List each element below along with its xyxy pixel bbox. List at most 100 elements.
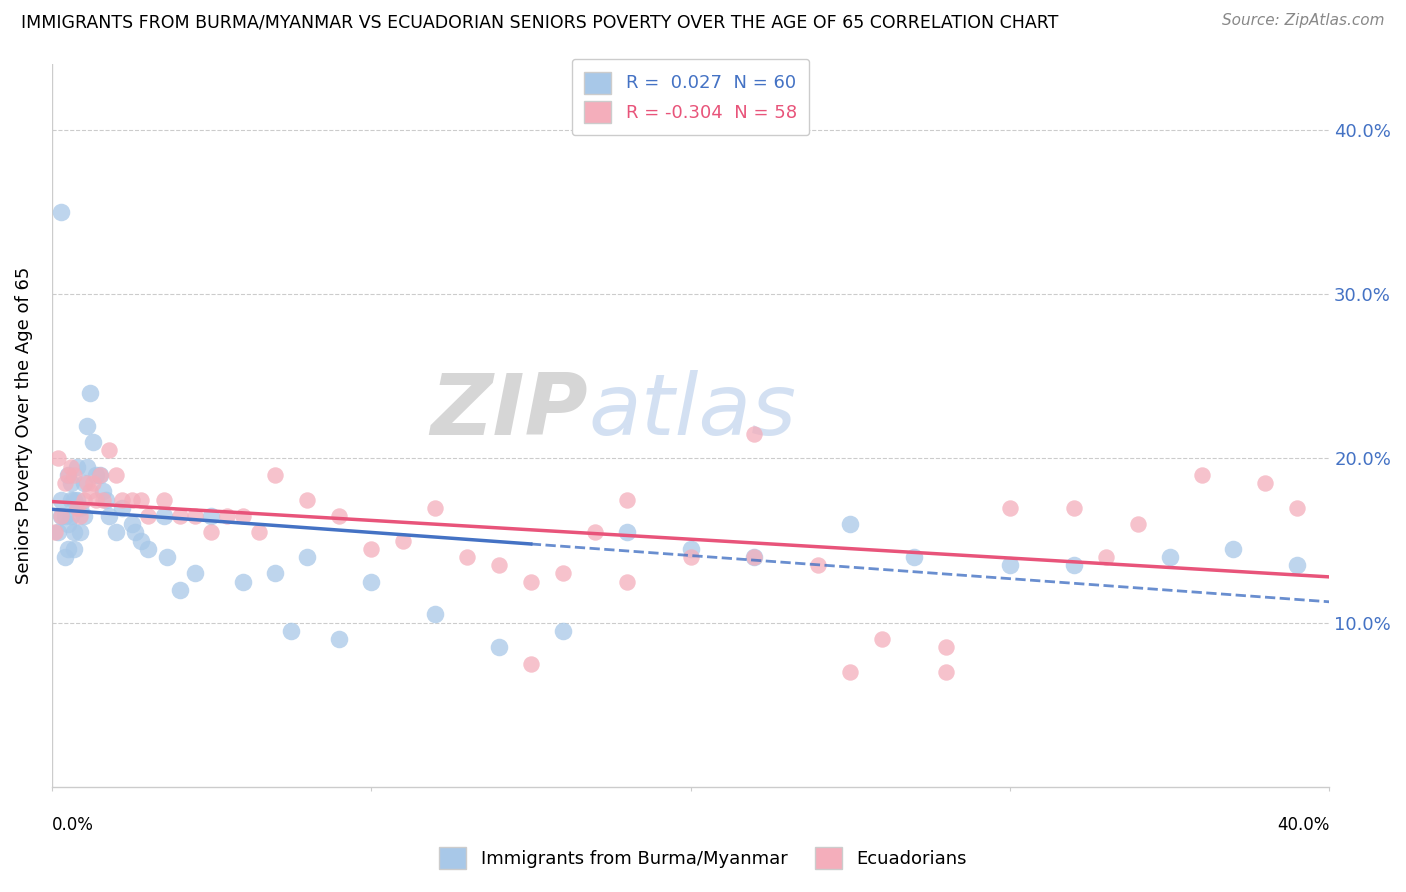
Point [616,492,638,507]
Point [551,566,574,581]
Point [903,549,925,564]
Point [807,558,830,573]
Point [79,385,101,400]
Point [104,525,127,540]
Point [63,525,86,540]
Point [51,492,73,507]
Point [51,508,73,523]
Point [232,508,254,523]
Point [839,665,862,679]
Point [86,492,108,507]
Point [124,525,146,540]
Point [935,640,957,655]
Point [82,435,104,450]
Point [59,508,82,523]
Point [247,525,270,540]
Text: ZIP: ZIP [430,369,588,452]
Point [169,508,191,523]
Point [1063,558,1085,573]
Point [56,467,79,482]
Point [46,525,69,540]
Point [98,443,121,458]
Point [616,525,638,540]
Point [1254,476,1277,491]
Point [86,467,108,482]
Point [200,525,222,540]
Point [79,484,101,499]
Point [56,541,79,556]
Point [76,476,98,491]
Point [1063,500,1085,515]
Point [152,508,174,523]
Point [456,549,478,564]
Point [152,492,174,507]
Point [328,632,350,647]
Point [1286,558,1309,573]
Point [82,476,104,491]
Point [129,492,152,507]
Point [744,426,766,441]
Text: IMMIGRANTS FROM BURMA/MYANMAR VS ECUADORIAN SENIORS POVERTY OVER THE AGE OF 65 C: IMMIGRANTS FROM BURMA/MYANMAR VS ECUADOR… [21,13,1059,31]
Point [111,500,134,515]
Point [583,525,606,540]
Point [184,566,207,581]
Point [839,517,862,532]
Point [91,492,114,507]
Point [69,508,91,523]
Point [297,549,319,564]
Point [264,467,287,482]
Y-axis label: Seniors Poverty Over the Age of 65: Seniors Poverty Over the Age of 65 [15,267,32,584]
Point [744,549,766,564]
Point [91,484,114,499]
Point [1222,541,1244,556]
Point [111,492,134,507]
Point [63,467,86,482]
Point [121,492,143,507]
Point [46,451,69,466]
Point [44,525,66,540]
Point [264,566,287,581]
Point [156,549,179,564]
Point [136,508,159,523]
Point [98,508,121,523]
Point [551,624,574,638]
Point [56,517,79,532]
Point [76,459,98,474]
Point [63,492,86,507]
Point [423,607,446,622]
Point [63,541,86,556]
Point [1159,549,1181,564]
Point [69,500,91,515]
Text: 0.0%: 0.0% [52,816,94,834]
Text: Source: ZipAtlas.com: Source: ZipAtlas.com [1222,13,1385,29]
Point [66,459,89,474]
Point [744,549,766,564]
Point [73,508,96,523]
Point [184,508,207,523]
Point [51,205,73,219]
Point [104,467,127,482]
Point [998,500,1021,515]
Point [232,574,254,589]
Legend: R =  0.027  N = 60, R = -0.304  N = 58: R = 0.027 N = 60, R = -0.304 N = 58 [572,59,810,136]
Point [73,476,96,491]
Point [66,492,89,507]
Point [1286,500,1309,515]
Point [423,500,446,515]
Point [129,533,152,548]
Point [53,508,76,523]
Point [616,574,638,589]
Point [53,549,76,564]
Point [76,418,98,433]
Point [1191,467,1213,482]
Point [1094,549,1116,564]
Point [56,467,79,482]
Point [217,508,239,523]
Point [89,467,111,482]
Point [200,508,222,523]
Point [59,476,82,491]
Point [280,624,302,638]
Point [392,533,415,548]
Point [121,517,143,532]
Point [488,558,510,573]
